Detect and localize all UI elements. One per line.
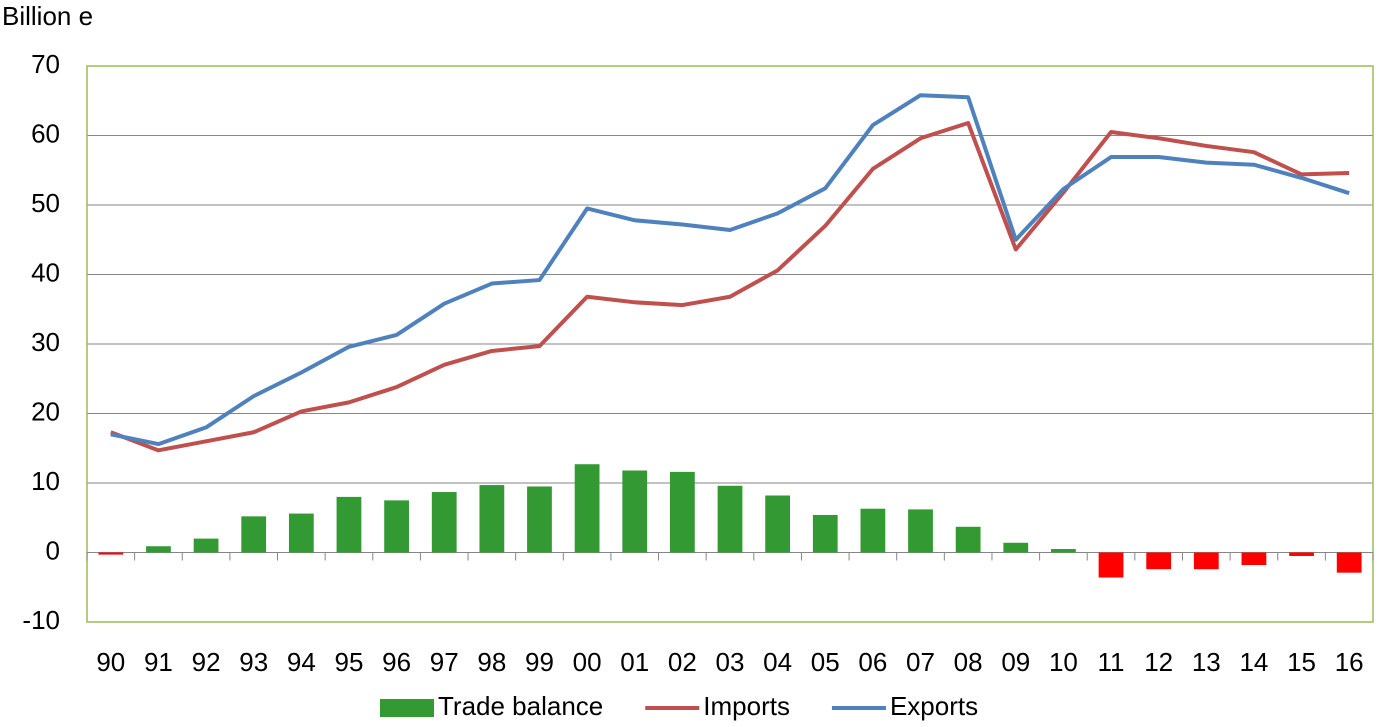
x-tick-label: 01: [620, 647, 649, 677]
y-tick-label: -10: [22, 605, 60, 635]
bar: [622, 470, 648, 553]
x-tick-label: 10: [1049, 647, 1078, 677]
bar: [527, 486, 552, 553]
bar: [1146, 552, 1172, 570]
y-tick-label: 20: [31, 396, 60, 426]
x-tick-label: 03: [716, 647, 745, 677]
x-tick-label: 94: [287, 647, 316, 677]
legend-swatch: [380, 699, 434, 717]
bar: [1193, 552, 1219, 570]
bar: [908, 509, 933, 553]
bar: [479, 485, 505, 553]
x-tick-label: 14: [1239, 647, 1268, 677]
bar: [146, 546, 171, 553]
x-tick-label: 15: [1287, 647, 1316, 677]
bar: [1051, 549, 1076, 553]
bar: [1336, 552, 1362, 573]
x-tick-label: 99: [525, 647, 554, 677]
x-tick-label: 05: [811, 647, 840, 677]
y-tick-label: 60: [31, 118, 60, 148]
bar: [574, 464, 600, 553]
bar: [98, 552, 124, 555]
y-axis-label: Billion e: [2, 1, 93, 31]
bar: [1241, 552, 1267, 566]
bar: [193, 538, 219, 553]
x-tick-label: 02: [668, 647, 697, 677]
x-tick-label: 16: [1335, 647, 1364, 677]
x-tick-label: 13: [1192, 647, 1221, 677]
x-tick-label: 06: [858, 647, 887, 677]
x-tick-label: 90: [96, 647, 125, 677]
bar: [1098, 552, 1124, 578]
y-tick-label: 0: [46, 535, 60, 565]
bar: [765, 495, 791, 553]
x-tick-label: 07: [906, 647, 935, 677]
bar: [336, 496, 362, 553]
y-tick-label: 30: [31, 327, 60, 357]
legend-label: Exports: [890, 691, 978, 721]
bar: [288, 513, 314, 553]
bar: [431, 492, 457, 553]
legend-label: Trade balance: [438, 691, 603, 721]
legend-label: Imports: [703, 691, 790, 721]
bar: [669, 471, 695, 553]
bar: [717, 485, 743, 553]
x-tick-label: 09: [1001, 647, 1030, 677]
x-tick-label: 93: [239, 647, 268, 677]
x-tick-label: 98: [477, 647, 506, 677]
plot-border: [86, 65, 1374, 623]
x-tick-label: 96: [382, 647, 411, 677]
x-tick-label: 08: [954, 647, 983, 677]
x-tick-label: 91: [144, 647, 173, 677]
bar: [384, 500, 409, 553]
x-tick-label: 00: [573, 647, 602, 677]
x-tick-label: 11: [1098, 647, 1125, 677]
y-tick-label: 10: [31, 466, 60, 496]
y-tick-label: 70: [31, 49, 60, 79]
y-tick-label: 40: [31, 257, 60, 287]
x-tick-label: 97: [430, 647, 459, 677]
x-tick-label: 12: [1144, 647, 1173, 677]
bar: [1289, 552, 1314, 556]
line: [110, 120, 1350, 453]
line: [110, 93, 1350, 447]
bar: [241, 516, 267, 553]
x-tick-label: 92: [192, 647, 221, 677]
bar: [955, 526, 981, 553]
bar: [1003, 542, 1029, 553]
bar: [812, 514, 838, 553]
x-tick-label: 95: [335, 647, 364, 677]
x-tick-label: 04: [763, 647, 792, 677]
y-tick-label: 50: [31, 188, 60, 218]
bar: [860, 508, 886, 553]
